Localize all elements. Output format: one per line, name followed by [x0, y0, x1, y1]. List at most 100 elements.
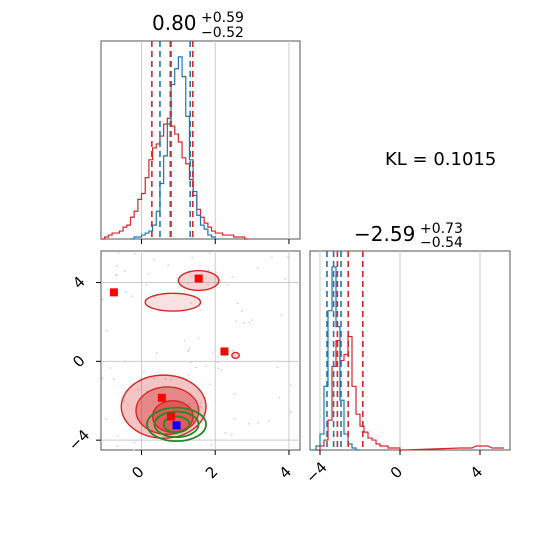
- bottom-right-title-plus: +0.73: [420, 221, 463, 237]
- top-left-title-main: 0.80: [152, 11, 197, 35]
- sample-dot: [208, 252, 211, 254]
- sample-dot: [143, 370, 145, 373]
- sample-dot: [147, 273, 150, 275]
- x-tick-label: 0: [128, 463, 147, 482]
- sample-dot: [231, 349, 234, 352]
- sample-dot: [109, 367, 112, 369]
- sample-dot: [248, 321, 251, 324]
- sample-dot: [209, 383, 211, 386]
- red-square-marker: [109, 288, 118, 297]
- sample-dot: [154, 296, 156, 299]
- sample-dot: [101, 377, 104, 380]
- sample-dot: [187, 374, 190, 376]
- top-left-histogram-panel: 0.80 +0.59 −0.52: [100, 10, 301, 244]
- green-density-contour: [153, 410, 200, 439]
- sample-dot: [251, 319, 253, 321]
- sample-dot: [235, 320, 238, 323]
- red-density-contour: [231, 351, 240, 360]
- sample-dot: [187, 282, 190, 284]
- bottom-left-marker-points: [109, 274, 229, 430]
- top-left-title-plus: +0.59: [201, 10, 244, 26]
- sample-dot: [199, 402, 202, 405]
- sample-dot: [146, 390, 148, 392]
- red-density-contour: [144, 292, 202, 312]
- x-tick-label: −4: [302, 458, 330, 486]
- green-density-contour: [162, 415, 191, 434]
- x-tick-label: 4: [276, 463, 295, 482]
- sample-dot: [101, 298, 104, 301]
- sample-dot: [205, 365, 207, 367]
- sample-dot: [210, 444, 213, 447]
- sample-dot: [199, 309, 201, 311]
- top-left-title-minus: −0.52: [201, 25, 244, 41]
- y-tick-label: 0: [69, 352, 88, 371]
- sample-dot: [198, 438, 201, 441]
- bottom-right-grid: [319, 251, 481, 450]
- sample-dot: [197, 337, 200, 340]
- sample-dot: [257, 422, 260, 424]
- sample-dot: [236, 302, 239, 305]
- sample-dot: [226, 284, 229, 286]
- red-square-marker: [167, 412, 176, 421]
- sample-dot: [124, 360, 126, 363]
- sample-dot: [242, 322, 245, 324]
- sample-dot: [115, 273, 118, 276]
- sample-dot: [167, 264, 170, 266]
- sample-dot: [217, 355, 219, 358]
- sample-dot: [248, 422, 250, 425]
- bottom-left-2d-panel: 0 2 4 −4 0 4: [65, 250, 301, 482]
- sample-dot: [155, 352, 158, 354]
- sample-dot: [211, 352, 214, 354]
- sample-dot: [240, 310, 243, 312]
- sample-dot: [132, 449, 135, 451]
- sample-dot: [116, 435, 119, 438]
- bottom-right-title: −2.59 +0.73 −0.54: [354, 221, 463, 251]
- sample-dot: [183, 339, 186, 342]
- bottom-left-sample-dots: [101, 252, 292, 451]
- sample-dot: [189, 361, 192, 364]
- sample-dot: [133, 441, 136, 444]
- sample-dot: [193, 402, 196, 404]
- sample-dot: [224, 432, 226, 434]
- x-tick-label: 0: [387, 463, 406, 482]
- sample-dot: [256, 267, 259, 269]
- sample-dot: [117, 252, 120, 254]
- sample-dot: [170, 379, 172, 382]
- sample-dot: [123, 400, 125, 403]
- x-tick-label: 2: [202, 463, 221, 482]
- bottom-right-title-minus: −0.54: [420, 235, 463, 251]
- sample-dot: [130, 295, 133, 298]
- bottom-right-histograms: [312, 266, 504, 451]
- red-density-contour: [135, 386, 200, 435]
- sample-dot: [188, 402, 191, 405]
- sample-dot: [280, 314, 283, 316]
- sample-dot: [268, 420, 270, 422]
- bottom-right-quantile-lines: [326, 251, 364, 450]
- bottom-left-axes-frame: [100, 250, 301, 451]
- green-density-contour: [146, 406, 207, 443]
- sample-dot: [271, 256, 273, 259]
- top-left-ticks: [141, 239, 290, 244]
- sample-dot: [124, 270, 126, 272]
- sample-dot: [125, 291, 127, 293]
- sample-dot: [164, 378, 167, 380]
- sample-dot: [290, 411, 292, 414]
- sample-dot: [180, 427, 183, 430]
- sample-dot: [195, 366, 197, 369]
- top-left-grid: [141, 41, 290, 239]
- sample-dot: [284, 277, 287, 280]
- top-left-quantile-lines: [151, 41, 194, 239]
- bottom-left-red-contours: [120, 270, 240, 439]
- bottom-right-ticks: −4 0 4: [302, 450, 486, 487]
- red-square-marker: [220, 347, 229, 356]
- top-left-title: 0.80 +0.59 −0.52: [152, 10, 244, 41]
- sample-dot: [233, 417, 236, 420]
- blue-square-marker: [172, 421, 181, 430]
- sample-dot: [231, 276, 234, 278]
- sample-dot: [217, 367, 220, 370]
- histogram-step-line: [316, 335, 504, 451]
- red-square-marker: [194, 274, 203, 283]
- histogram-step-line: [312, 266, 360, 451]
- sample-dot: [187, 350, 190, 353]
- bottom-left-x-ticks: 0 2 4: [128, 450, 295, 482]
